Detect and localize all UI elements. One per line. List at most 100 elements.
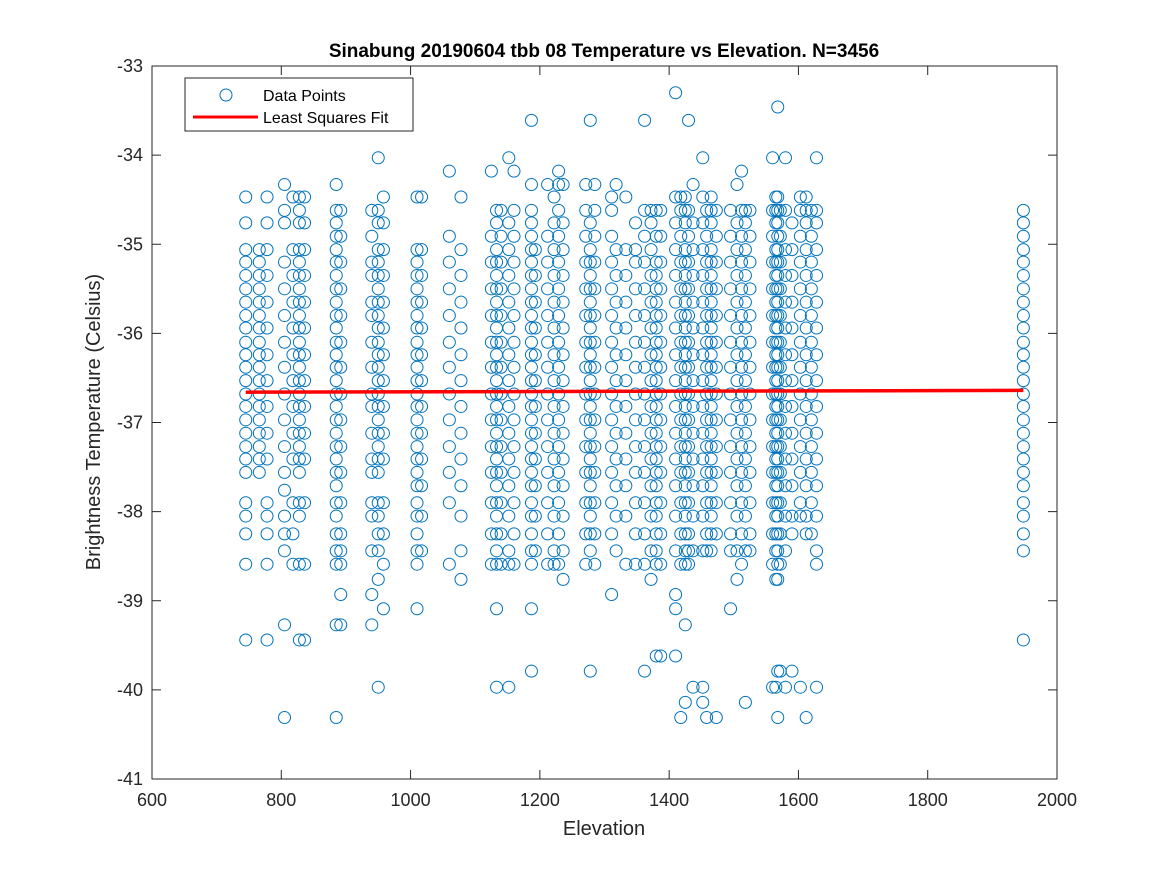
data-point: [410, 282, 424, 296]
data-point: [793, 255, 807, 269]
data-point: [365, 588, 379, 602]
data-point: [730, 572, 744, 586]
data-point: [743, 387, 757, 401]
data-point: [771, 374, 785, 388]
data-point: [286, 527, 300, 541]
data-point: [709, 465, 723, 479]
data-point: [371, 496, 385, 510]
data-point: [638, 440, 652, 454]
data-point: [686, 399, 700, 413]
data-point: [588, 203, 602, 217]
data-point: [494, 440, 508, 454]
data-point: [579, 178, 593, 192]
data-point: [644, 399, 658, 413]
data-point: [329, 618, 343, 632]
data-point: [583, 452, 597, 466]
data-point: [738, 544, 752, 558]
data-point: [334, 229, 348, 243]
data-point: [771, 295, 785, 309]
data-point: [686, 374, 700, 388]
data-point: [1016, 255, 1030, 269]
data-point: [709, 360, 723, 374]
data-point: [490, 321, 504, 335]
data-point: [793, 360, 807, 374]
data-point: [700, 203, 714, 217]
data-point: [552, 229, 566, 243]
data-point: [334, 309, 348, 323]
data-point: [766, 360, 780, 374]
data-point: [704, 465, 718, 479]
data-point: [410, 496, 424, 510]
data-point: [785, 399, 799, 413]
data-point: [700, 711, 714, 725]
data-point: [810, 321, 824, 335]
data-point: [738, 374, 752, 388]
data-point: [629, 496, 643, 510]
data-point: [696, 243, 710, 257]
data-point: [583, 399, 597, 413]
data-point: [292, 633, 306, 647]
data-point: [678, 544, 692, 558]
data-point: [730, 479, 744, 493]
data-point: [773, 413, 787, 427]
data-point: [579, 309, 593, 323]
data-point: [686, 426, 700, 440]
data-point: [793, 309, 807, 323]
data-point: [547, 268, 561, 282]
data-point: [454, 348, 468, 362]
data-point: [738, 295, 752, 309]
data-point: [579, 527, 593, 541]
data-point: [329, 557, 343, 571]
data-point: [799, 509, 813, 523]
data-point: [278, 387, 292, 401]
data-point: [629, 335, 643, 349]
data-point: [292, 426, 306, 440]
data-point: [454, 452, 468, 466]
data-point: [674, 440, 688, 454]
data-point: [334, 527, 348, 541]
data-point: [541, 387, 555, 401]
data-point: [524, 440, 538, 454]
data-point: [678, 496, 692, 510]
data-point: [588, 229, 602, 243]
data-point: [541, 178, 555, 192]
data-point: [376, 527, 390, 541]
data-point: [682, 413, 696, 427]
data-point: [579, 335, 593, 349]
data-point: [638, 282, 652, 296]
data-point: [556, 243, 570, 257]
data-point: [410, 465, 424, 479]
data-point: [779, 680, 792, 694]
data-point: [799, 711, 813, 725]
data-point: [502, 216, 516, 230]
data-point: [484, 413, 498, 427]
data-point: [700, 360, 714, 374]
data-point: [609, 544, 623, 558]
data-point: [785, 374, 799, 388]
data-point: [252, 268, 266, 282]
data-point: [743, 309, 757, 323]
data-point: [619, 295, 633, 309]
data-point: [678, 268, 692, 282]
data-point: [552, 178, 566, 192]
data-point: [644, 479, 658, 493]
data-point: [454, 509, 468, 523]
data-point: [678, 413, 692, 427]
data-point: [810, 557, 824, 571]
data-point: [507, 557, 521, 571]
data-point: [376, 399, 390, 413]
data-point: [528, 479, 542, 493]
data-point: [454, 295, 468, 309]
data-point: [371, 374, 385, 388]
data-point: [454, 544, 468, 558]
data-point: [766, 557, 780, 571]
data-point: [649, 295, 663, 309]
data-point: [298, 426, 312, 440]
data-point: [730, 426, 744, 440]
data-point: [605, 496, 619, 510]
data-point: [524, 602, 538, 616]
data-point: [669, 216, 683, 230]
data-point: [410, 309, 424, 323]
data-point: [541, 229, 555, 243]
data-point: [583, 374, 597, 388]
